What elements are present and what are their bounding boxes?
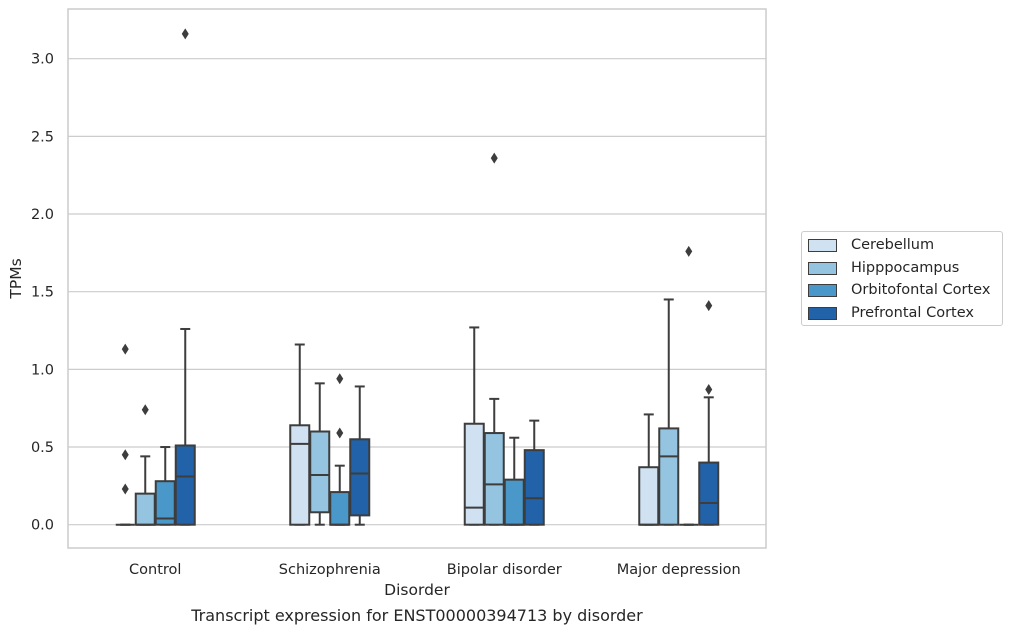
x-tick-labels: Control Schizophrenia Bipolar disorder Majo… xyxy=(129,562,741,578)
box-iqr xyxy=(349,438,371,517)
box-hipppocampus-bipolar-disorder xyxy=(483,152,505,526)
box-hipppocampus-control xyxy=(134,404,156,526)
outlier-point xyxy=(336,427,344,439)
legend: Cerebellum Hipppocampus Orbitofontal Cor… xyxy=(801,231,1003,326)
plot-frame xyxy=(67,8,767,549)
y-tick-label: 0.0 xyxy=(31,518,54,534)
box-orbitofontal-cortex-schizophrenia xyxy=(329,373,351,526)
legend-item-cerebellum: Cerebellum xyxy=(808,234,934,256)
y-tick-label: 0.5 xyxy=(31,440,54,456)
outlier-point xyxy=(336,373,344,385)
box-iqr xyxy=(309,430,331,514)
legend-swatch-cerebellum xyxy=(808,238,837,252)
outlier-point xyxy=(685,245,693,257)
legend-label-hipppocampus: Hipppocampus xyxy=(851,260,960,276)
box-iqr xyxy=(698,461,720,526)
outlier-point xyxy=(181,28,189,40)
box-iqr xyxy=(503,478,525,526)
legend-item-orbitofontal-cortex: Orbitofontal Cortex xyxy=(808,279,990,301)
box-iqr xyxy=(329,491,351,526)
legend-label-orbitofontal-cortex: Orbitofontal Cortex xyxy=(851,282,991,298)
legend-swatch-orbitofontal-cortex xyxy=(808,283,837,297)
box-cerebellum-major-depression xyxy=(638,413,660,526)
outlier-point xyxy=(121,483,129,495)
box-prefrontal-cortex-control xyxy=(174,28,196,526)
outlier-point xyxy=(141,404,149,416)
box-iqr xyxy=(289,424,311,526)
box-orbitofontal-cortex-bipolar-disorder xyxy=(503,436,525,526)
box-iqr xyxy=(483,432,505,526)
y-tick-labels: 0.0 0.5 1.0 1.5 2.0 2.5 3.0 xyxy=(31,52,54,534)
y-tick-label: 1.0 xyxy=(31,362,54,378)
outlier-point xyxy=(121,343,129,355)
figure-caption: Transcript expression for ENST0000039471… xyxy=(191,606,643,625)
x-tick-label-schizophrenia: Schizophrenia xyxy=(279,562,381,578)
box-iqr xyxy=(658,427,680,526)
legend-swatch-prefrontal-cortex xyxy=(808,306,837,320)
y-tick-label: 3.0 xyxy=(31,52,54,68)
box-hipppocampus-major-depression xyxy=(658,298,680,526)
boxes xyxy=(115,28,720,526)
outlier-point xyxy=(490,152,498,164)
x-tick-label-control: Control xyxy=(129,562,181,578)
box-hipppocampus-schizophrenia xyxy=(309,382,331,526)
outlier-point xyxy=(705,384,713,396)
outlier-point xyxy=(121,449,129,461)
box-cerebellum-schizophrenia xyxy=(289,343,311,526)
x-axis-label: Disorder xyxy=(384,581,450,599)
legend-label-prefrontal-cortex: Prefrontal Cortex xyxy=(851,305,974,321)
y-tick-label: 1.5 xyxy=(31,285,54,301)
y-tick-label: 2.5 xyxy=(31,129,54,145)
legend-label-cerebellum: Cerebellum xyxy=(851,237,935,253)
box-prefrontal-cortex-major-depression xyxy=(698,300,720,526)
box-iqr xyxy=(523,449,545,526)
y-tick-label: 2.0 xyxy=(31,207,54,223)
box-cerebellum-bipolar-disorder xyxy=(463,326,485,526)
box-iqr xyxy=(134,492,156,526)
legend-item-hipppocampus: Hipppocampus xyxy=(808,257,959,279)
box-iqr xyxy=(638,466,660,526)
box-orbitofontal-cortex-major-depression xyxy=(679,245,699,526)
box-cerebellum-control xyxy=(115,343,135,526)
legend-swatch-hipppocampus xyxy=(808,261,837,275)
box-iqr xyxy=(463,422,485,526)
outlier-point xyxy=(705,300,713,312)
y-axis-label: TPMs xyxy=(7,258,25,299)
legend-item-prefrontal-cortex: Prefrontal Cortex xyxy=(808,302,974,324)
box-orbitofontal-cortex-control xyxy=(154,446,176,526)
x-tick-label-bipolar-disorder: Bipolar disorder xyxy=(447,562,562,578)
box-prefrontal-cortex-bipolar-disorder xyxy=(523,419,545,526)
box-iqr xyxy=(174,444,196,526)
x-tick-label-major-depression: Major depression xyxy=(617,562,741,578)
box-prefrontal-cortex-schizophrenia xyxy=(349,385,371,526)
